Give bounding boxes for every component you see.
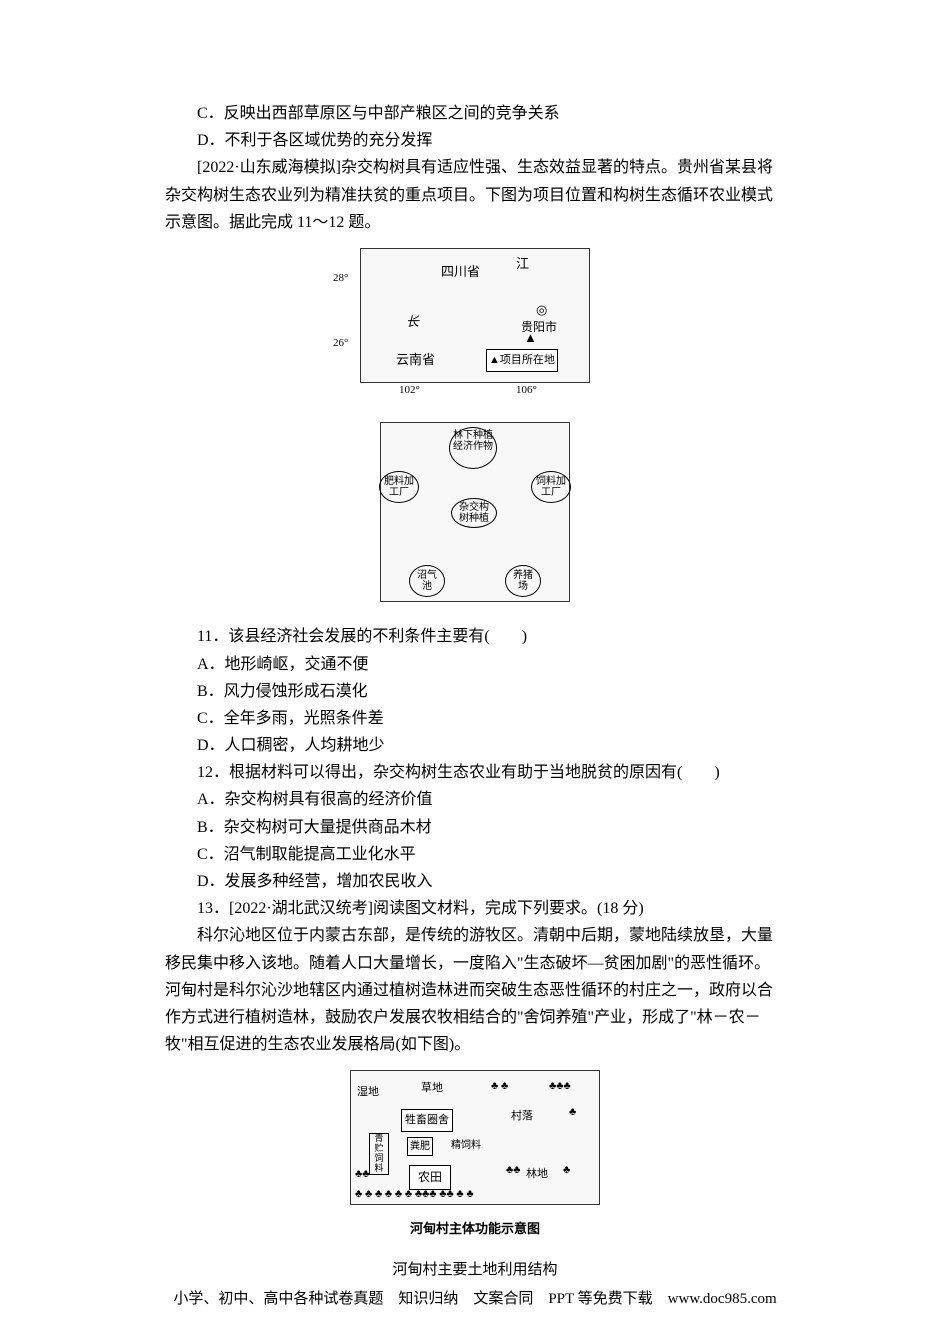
q11: 11．该县经济社会发展的不利条件主要有( ) [165,623,785,650]
q11a: A．地形崎岖，交通不便 [165,651,785,678]
feed: 精饲料 [451,1137,481,1154]
node-br: 养猪场 [505,565,541,597]
lon102: 102° [399,381,420,400]
village-figure: 湿地 草地 牲畜圈舍 村落 青贮饲料 粪肥 精饲料 农田 林地 ♣ ♣ ♣♣♣ … [165,1070,785,1283]
circ-placeholder: 林下种植经济作物 肥料加工厂 饲料加工厂 杂交构树种植 沼气池 养猪场 [380,422,570,602]
q12: 12．根据材料可以得出，杂交构树生态农业有助于当地脱贫的原因有( ) [165,759,785,786]
q11b: B．风力侵蚀形成石漠化 [165,678,785,705]
tree-icon-3: ♣ [569,1103,576,1122]
lon106: 106° [516,381,537,400]
q12d: D．发展多种经营，增加农民收入 [165,868,785,895]
village-placeholder: 湿地 草地 牲畜圈舍 村落 青贮饲料 粪肥 精饲料 农田 林地 ♣ ♣ ♣♣♣ … [350,1070,600,1205]
tree-icon-5: ♣ ♣ ♣ ♣ ♣ ♣ ♣♣♣ ♣♣ ♣ ♣ [355,1185,474,1204]
lat28: 28° [333,269,348,288]
q13-para: 科尔沁地区位于内蒙古东部，是传统的游牧区。清朝中后期，蒙地陆续放垦，大量移民集中… [165,922,785,1058]
q11d: D．人口稠密，人均耕地少 [165,732,785,759]
table-title: 河甸村主要土地利用结构 [165,1258,785,1284]
node-top: 林下种植经济作物 [449,427,497,469]
node-left: 肥料加工厂 [379,471,419,503]
legend: ▲项目所在地 [486,349,558,372]
jiang: 江 [516,253,529,275]
marker-icon: ◎ [536,299,547,321]
node-center: 杂交构树种植 [451,498,497,528]
tree-icon-2: ♣♣♣ [549,1077,571,1096]
triangle-icon: ▲ [524,327,537,349]
map-placeholder: 28° 26° 102° 106° 四川省 江 长 云南省 贵阳市 ◎ ▲ ▲项… [360,248,590,383]
tree-icon-4: ♣♣ [355,1165,369,1184]
yunnan: 云南省 [396,349,435,371]
silage: 青贮饲料 [369,1133,389,1175]
river: 长 [406,311,419,333]
q11c: C．全年多雨，光照条件差 [165,705,785,732]
option-d: D．不利于各区域优势的充分发挥 [165,127,785,154]
q12a: A．杂交构树具有很高的经济价值 [165,786,785,813]
wetland: 湿地 [357,1083,379,1102]
page-footer: 小学、初中、高中各种试卷真题 知识归纳 文案合同 PPT 等免费下载 www.d… [0,1287,950,1313]
lat26: 26° [333,334,348,353]
q13-header: 13．[2022·湖北武汉统考]阅读图文材料，完成下列要求。(18 分) [165,895,785,922]
tree-icon-7: ♣ [563,1161,570,1180]
sichuan: 四川省 [441,261,480,283]
intro-2022: [2022·山东威海模拟]杂交构树具有适应性强、生态效益显著的特点。贵州省某县将… [165,154,785,236]
circulation-figure: 林下种植经济作物 肥料加工厂 饲料加工厂 杂交构树种植 沼气池 养猪场 [165,422,785,611]
settlement: 村落 [511,1107,533,1126]
q12b: B．杂交构树可大量提供商品木材 [165,814,785,841]
q12c: C．沼气制取能提高工业化水平 [165,841,785,868]
manure: 粪肥 [407,1137,433,1156]
pen: 牲畜圈舍 [401,1109,453,1132]
node-right: 饲料加工厂 [531,471,571,503]
option-c: C．反映出西部草原区与中部产粮区之间的竞争关系 [165,100,785,127]
node-bl: 沼气池 [409,565,445,597]
grass: 草地 [421,1079,443,1098]
village-caption: 河甸村主体功能示意图 [165,1218,785,1240]
forest: 林地 [526,1165,548,1184]
tree-icon-6: ♣♣ [506,1161,520,1180]
map-figure: 28° 26° 102° 106° 四川省 江 长 云南省 贵阳市 ◎ ▲ ▲项… [165,248,785,392]
tree-icon-1: ♣ ♣ [491,1077,508,1096]
